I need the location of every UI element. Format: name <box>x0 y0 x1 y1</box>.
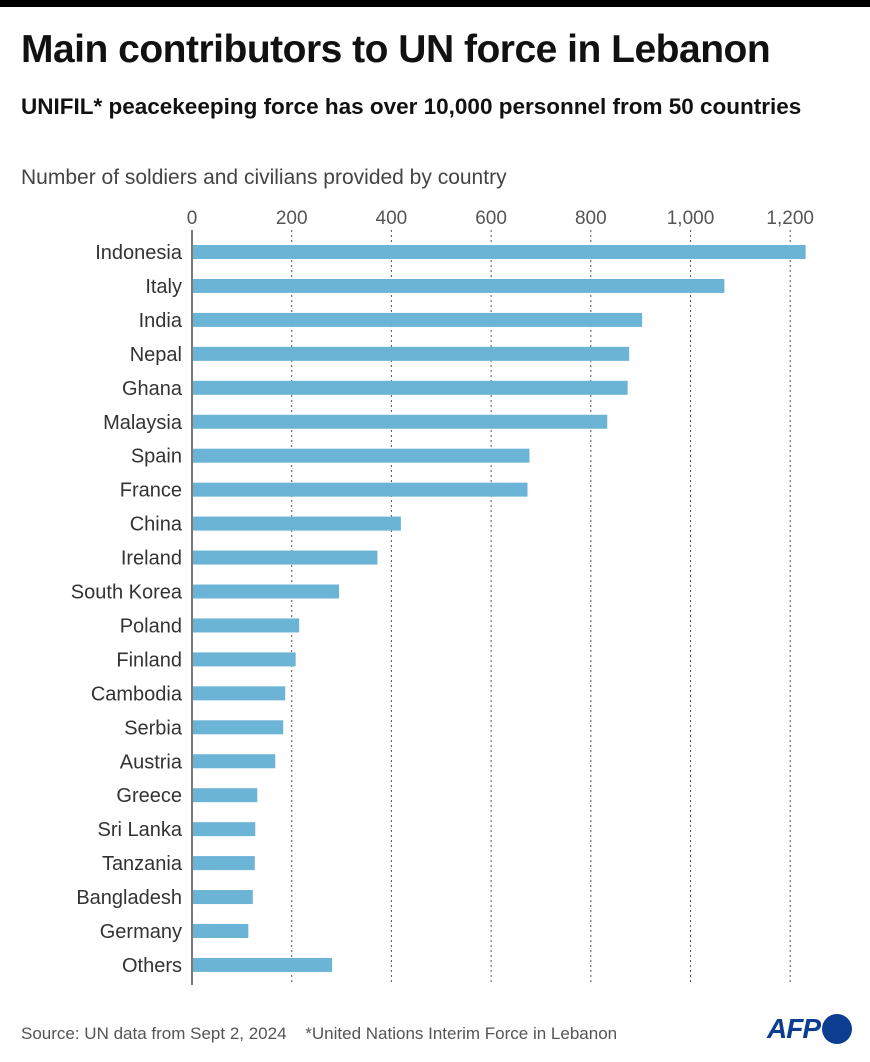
bar <box>193 245 806 259</box>
bar <box>193 652 296 667</box>
x-tick-label: 1,000 <box>667 208 715 229</box>
logo-dot-icon <box>822 1014 852 1044</box>
category-label: Italy <box>145 276 182 298</box>
bar <box>193 686 286 701</box>
category-label: Sri Lanka <box>98 819 183 841</box>
grid-lines <box>191 230 791 985</box>
bar <box>193 856 255 871</box>
category-label: Others <box>122 955 182 977</box>
bar <box>193 278 725 293</box>
category-label: Ghana <box>122 378 183 400</box>
bar <box>193 550 378 565</box>
category-label: Ireland <box>121 548 182 570</box>
bar <box>193 788 258 803</box>
logo-text: AFP <box>767 1013 821 1044</box>
category-label: France <box>120 480 182 502</box>
category-label: Germany <box>100 921 182 943</box>
category-label: Serbia <box>124 717 183 739</box>
bar <box>193 482 528 497</box>
bar <box>193 312 643 327</box>
category-label: Greece <box>116 785 182 807</box>
top-rule <box>0 0 870 7</box>
category-label: Finland <box>116 649 182 671</box>
bar <box>193 822 256 837</box>
category-labels: Indonesia Italy India Nepal Ghana Malaysia Spa… <box>71 242 183 977</box>
category-label: India <box>139 310 183 332</box>
category-label: China <box>130 514 183 536</box>
bar-chart: 0 200 400 600 800 1,000 1,200 IndonesiaItalyIn… <box>71 208 814 985</box>
x-tick-label: 400 <box>376 208 408 229</box>
chart-subtitle: UNIFIL* peacekeeping force has over 10,0… <box>21 94 802 119</box>
x-tick-label: 1,200 <box>766 208 814 229</box>
x-axis-label: Number of soldiers and civilians provide… <box>21 166 507 189</box>
source-text: Source: UN data from Sept 2, 2024 <box>21 1024 287 1043</box>
bar <box>193 516 401 531</box>
bar <box>193 618 300 633</box>
category-label: Tanzania <box>102 853 183 875</box>
bar <box>193 584 340 599</box>
bar <box>193 890 253 905</box>
footer: Source: UN data from Sept 2, 2024 *Unite… <box>21 1024 617 1044</box>
category-label: Poland <box>120 615 182 637</box>
x-tick-label: 0 <box>187 208 198 229</box>
x-tick-label: 800 <box>575 208 607 229</box>
category-label: Austria <box>120 751 183 773</box>
footnote-text: *United Nations Interim Force in Lebanon <box>305 1024 618 1043</box>
category-label: Cambodia <box>91 683 183 705</box>
bar <box>193 448 530 463</box>
bar <box>193 720 284 735</box>
bar <box>193 957 333 972</box>
category-label: South Korea <box>71 582 183 604</box>
bar <box>193 380 628 395</box>
x-tick-label: 600 <box>475 208 507 229</box>
bar <box>193 924 249 938</box>
bar <box>193 346 630 361</box>
afp-logo: AFP <box>767 1013 852 1045</box>
category-label: Spain <box>131 446 182 468</box>
category-label: Indonesia <box>95 242 183 264</box>
bars <box>193 245 806 972</box>
x-tick-label: 200 <box>276 208 308 229</box>
category-label: Bangladesh <box>76 887 182 909</box>
bar <box>193 754 276 769</box>
chart-title: Main contributors to UN force in Lebanon <box>21 28 771 71</box>
bar <box>193 414 608 429</box>
x-tick-labels: 0 200 400 600 800 1,000 1,200 <box>187 208 814 229</box>
category-label: Nepal <box>130 344 182 366</box>
category-label: Malaysia <box>103 412 183 434</box>
